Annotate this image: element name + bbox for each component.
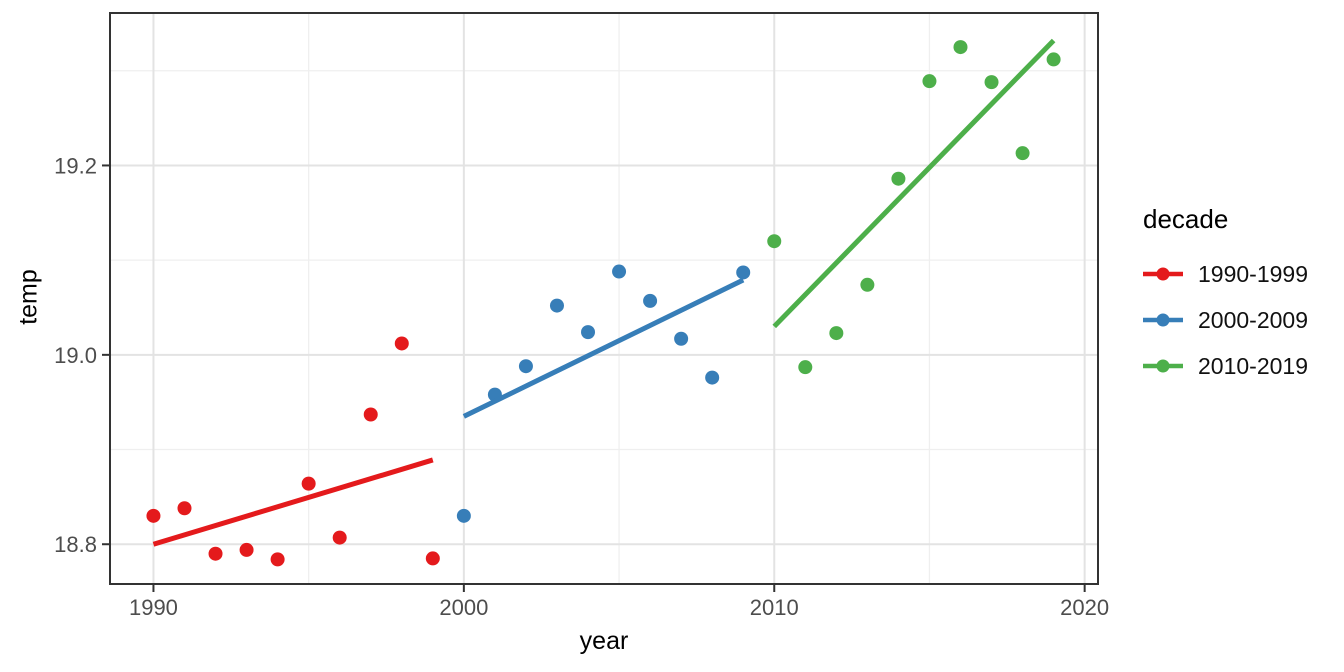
data-point <box>705 370 720 385</box>
data-point <box>1015 146 1030 161</box>
legend-title: decade <box>1143 204 1229 234</box>
y-tick-label: 18.8 <box>54 532 97 557</box>
data-point <box>674 331 689 346</box>
data-point <box>860 277 875 292</box>
data-point <box>922 74 937 89</box>
data-point <box>549 298 564 313</box>
panel-border <box>109 12 1099 585</box>
data-point <box>643 293 658 308</box>
x-tick-label: 2020 <box>1060 595 1109 620</box>
trend-line <box>152 457 434 547</box>
data-point <box>146 508 161 523</box>
data-point <box>767 234 782 249</box>
data-point <box>891 171 906 186</box>
trend-point-swatch-icon <box>1143 313 1183 327</box>
y-axis-title: temp <box>14 269 43 325</box>
data-point <box>518 359 533 374</box>
legend-item-1990s: 1990-1999 <box>1143 251 1308 297</box>
data-point <box>953 40 968 55</box>
data-point <box>829 326 844 341</box>
data-point <box>1046 52 1061 67</box>
data-point <box>394 336 409 351</box>
data-point <box>208 546 223 561</box>
trend-line <box>462 277 745 419</box>
data-point <box>612 264 627 279</box>
x-tick-label: 2010 <box>750 595 799 620</box>
trend-point-swatch-icon <box>1143 359 1183 373</box>
data-point <box>332 530 347 545</box>
data-point <box>270 552 285 567</box>
x-axis-title: year <box>579 627 629 655</box>
data-point <box>798 360 813 375</box>
legend-item-label: 2010-2019 <box>1198 352 1308 379</box>
data-point <box>239 542 254 557</box>
trend-line <box>772 38 1056 329</box>
legend: decade 1990-1999 2000-2009 2010-2019 <box>1143 204 1308 389</box>
y-tick-label: 19.0 <box>54 343 97 368</box>
data-point <box>425 551 440 566</box>
data-point <box>177 501 192 516</box>
x-tick-label: 2000 <box>439 595 488 620</box>
legend-item-2000s: 2000-2009 <box>1143 297 1308 343</box>
data-point <box>363 407 378 422</box>
panel-background <box>110 13 1098 584</box>
data-point <box>301 476 316 491</box>
y-tick-label: 19.2 <box>54 153 97 178</box>
trend-point-swatch-icon <box>1143 267 1183 281</box>
legend-item-label: 1990-1999 <box>1198 260 1308 287</box>
data-point <box>456 508 471 523</box>
data-point <box>581 325 596 340</box>
legend-item-label: 2000-2009 <box>1198 306 1308 333</box>
x-tick-label: 1990 <box>129 595 178 620</box>
legend-item-2010s: 2010-2019 <box>1143 343 1308 389</box>
data-point <box>984 75 999 90</box>
data-point <box>736 265 751 280</box>
